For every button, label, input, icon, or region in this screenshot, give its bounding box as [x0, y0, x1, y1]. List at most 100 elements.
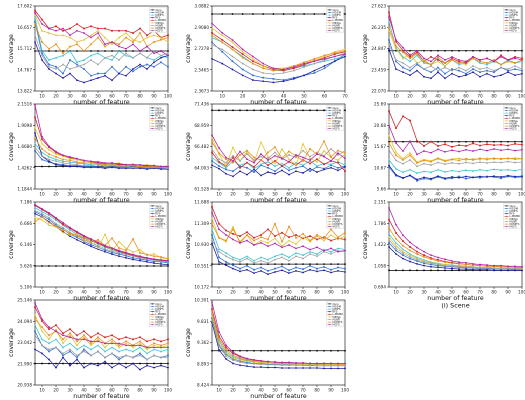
- data-point: [232, 354, 234, 357]
- data-point: [395, 59, 397, 61]
- data-point: [493, 49, 495, 52]
- y-tick-label: 2.7278: [194, 46, 209, 51]
- data-point: [486, 63, 488, 66]
- data-point: [486, 57, 488, 60]
- data-point: [139, 368, 141, 371]
- data-point: [409, 140, 411, 143]
- data-point: [104, 356, 106, 359]
- x-tick-label: 30: [244, 388, 250, 393]
- series-line-3: [388, 159, 523, 174]
- data-point: [458, 60, 460, 63]
- data-point: [104, 249, 106, 251]
- data-point: [48, 155, 50, 158]
- series-line-6: [211, 315, 345, 366]
- data-point: [132, 362, 134, 365]
- legend-entry: Ours: [510, 8, 517, 12]
- data-point: [472, 157, 474, 160]
- data-point: [62, 63, 64, 66]
- data-point: [260, 360, 262, 363]
- data-point: [62, 338, 64, 341]
- data-point: [55, 68, 57, 70]
- y-tick-label: 2.1516: [17, 102, 32, 107]
- data-point: [288, 349, 290, 352]
- data-point: [118, 356, 120, 359]
- data-point: [260, 155, 262, 158]
- data-point: [303, 74, 305, 77]
- data-point: [493, 140, 495, 143]
- data-point: [34, 149, 36, 152]
- data-point: [146, 56, 148, 59]
- y-tick-label: 10.172: [194, 285, 209, 290]
- data-point: [493, 267, 495, 269]
- data-point: [281, 162, 283, 165]
- data-point: [225, 109, 227, 112]
- y-tick-label: 23.042: [17, 340, 32, 345]
- series-line-7: [211, 44, 346, 75]
- legend-marker: [506, 25, 507, 26]
- data-point: [451, 149, 453, 152]
- data-point: [330, 233, 332, 236]
- data-point: [309, 263, 311, 266]
- data-point: [132, 253, 134, 256]
- data-point: [267, 360, 269, 363]
- legend-box: [149, 105, 167, 131]
- data-point: [69, 163, 71, 165]
- data-point: [500, 264, 502, 267]
- data-point: [231, 68, 234, 71]
- data-point: [76, 340, 78, 343]
- data-point: [430, 151, 432, 154]
- x-tick-label: 10: [39, 290, 45, 295]
- data-point: [295, 154, 297, 156]
- data-point: [232, 228, 234, 231]
- data-point: [139, 32, 141, 34]
- legend-entry: RFS: [333, 16, 338, 20]
- data-point: [83, 159, 85, 162]
- legend-marker: [152, 25, 153, 26]
- data-point: [444, 177, 446, 180]
- data-point: [402, 234, 404, 237]
- data-point: [309, 240, 311, 243]
- data-point: [97, 247, 99, 250]
- data-point: [493, 161, 495, 163]
- data-point: [48, 68, 50, 70]
- series-line-6: [211, 218, 346, 247]
- legend-entry: DCMIFS: [510, 222, 520, 226]
- data-point: [486, 169, 488, 172]
- series-line-7: [211, 148, 346, 164]
- data-point: [41, 158, 43, 161]
- data-point: [437, 49, 439, 52]
- data-point: [211, 36, 213, 39]
- data-point: [83, 27, 85, 30]
- data-point: [167, 338, 169, 341]
- data-point: [479, 161, 481, 163]
- x-tick-label: 40: [435, 94, 441, 99]
- x-tick-label: 60: [463, 94, 469, 99]
- data-point: [111, 50, 113, 52]
- data-point: [62, 346, 64, 349]
- y-axis-label: coverage: [8, 230, 15, 259]
- data-point: [146, 340, 148, 343]
- data-point: [48, 216, 50, 219]
- data-point: [395, 151, 397, 154]
- legend-marker: [506, 22, 507, 24]
- legend-entry: Ours: [156, 302, 163, 306]
- data-point: [41, 207, 43, 210]
- data-point: [416, 140, 418, 142]
- data-point: [48, 65, 50, 68]
- data-point: [402, 176, 404, 179]
- data-point: [167, 259, 169, 262]
- data-point: [337, 236, 339, 239]
- data-point: [323, 237, 325, 240]
- data-point: [388, 166, 390, 169]
- data-point: [444, 163, 446, 166]
- data-point: [83, 50, 85, 52]
- data-point: [153, 252, 155, 255]
- data-point: [274, 242, 276, 245]
- x-tick-label: 60: [463, 192, 469, 197]
- x-tick-label: 70: [123, 192, 129, 197]
- data-point: [437, 66, 439, 69]
- series-line-9: [388, 207, 523, 268]
- data-point: [316, 171, 318, 173]
- data-point: [111, 43, 113, 46]
- data-point: [118, 358, 120, 361]
